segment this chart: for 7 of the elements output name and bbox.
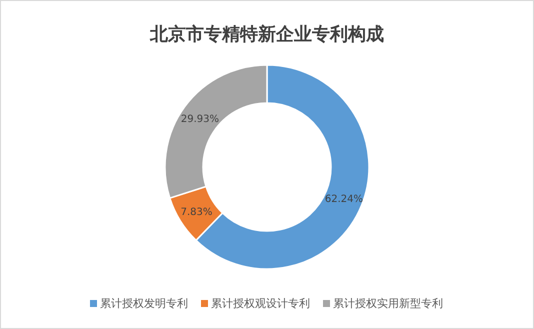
chart-title: 北京市专精特新企业专利构成 [149, 24, 384, 45]
data-label: 29.93% [180, 114, 220, 126]
legend-label: 累计授权实用新型专利 [333, 297, 443, 310]
data-label: 7.83% [180, 206, 212, 218]
legend-label: 累计授权观设计专利 [211, 297, 310, 310]
data-label: 62.24% [324, 194, 364, 206]
legend-label: 累计授权发明专利 [100, 297, 188, 310]
